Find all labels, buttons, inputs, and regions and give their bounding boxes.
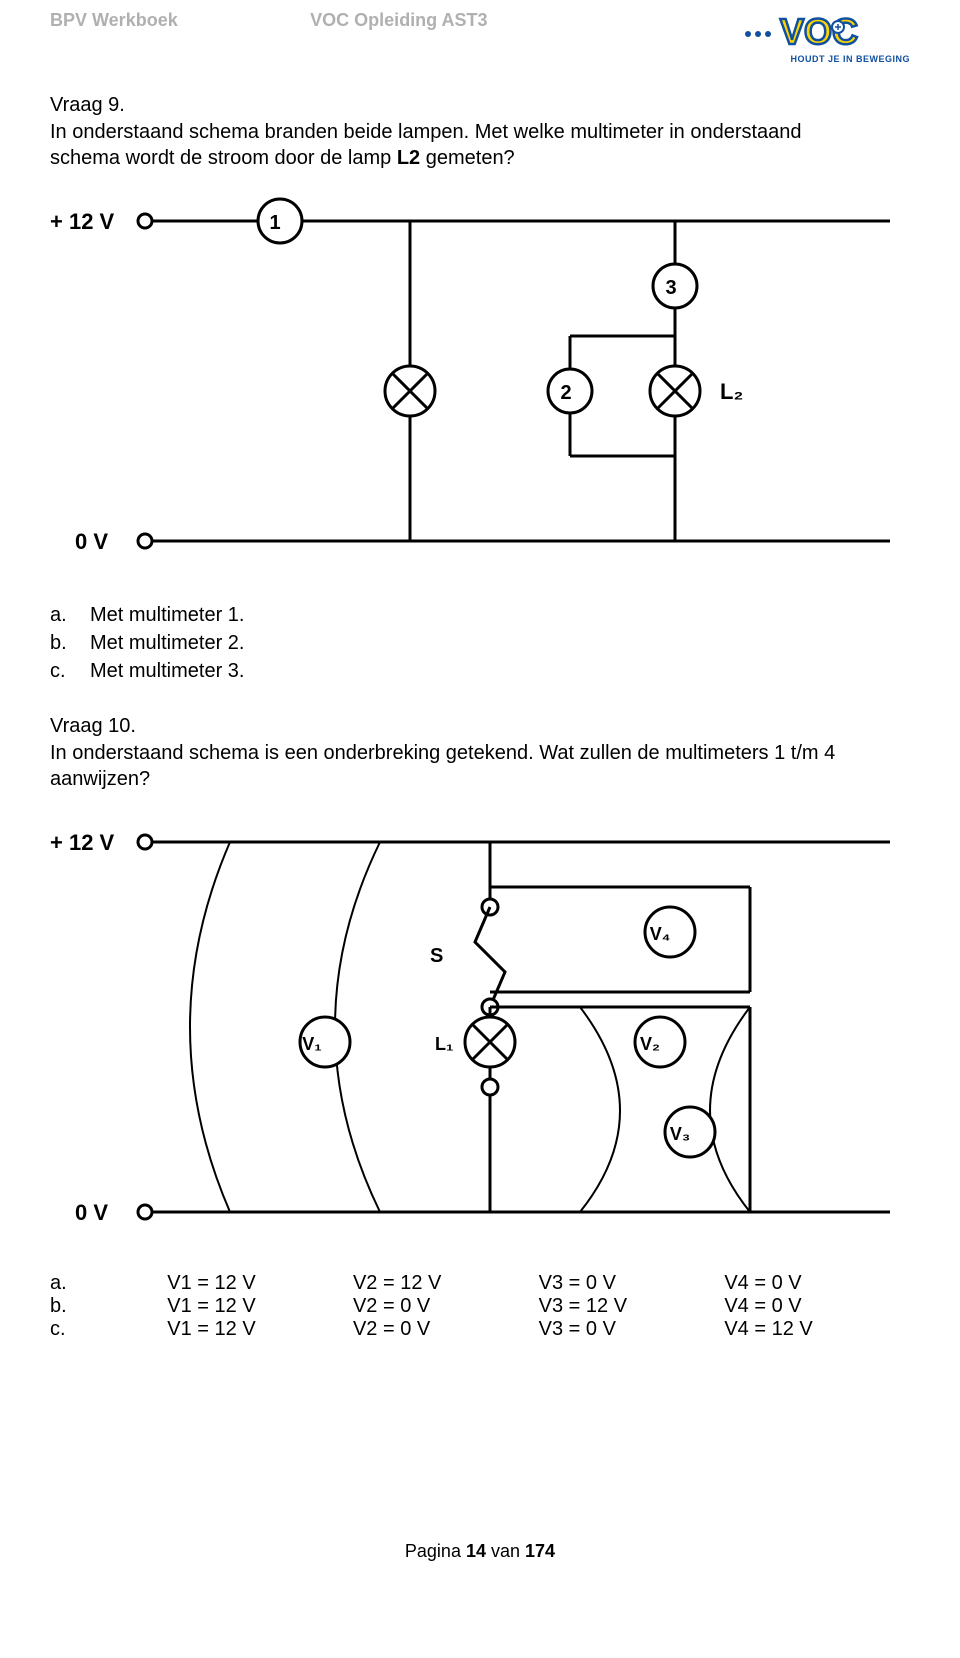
q9-answers: a.Met multimeter 1. b.Met multimeter 2. … xyxy=(50,601,910,685)
q10-c-v1: V1 = 12 V xyxy=(167,1318,353,1341)
q9-node1: 1 xyxy=(269,212,280,234)
q10-v3: V₃ xyxy=(670,1124,690,1144)
q10-v1: V₁ xyxy=(302,1034,321,1054)
header-center: VOC Opleiding AST3 xyxy=(310,10,487,31)
q10-a-letter: a. xyxy=(50,1272,167,1295)
q9-l2: L₂ xyxy=(720,379,743,404)
logo: VOC HOUDT JE IN BEWEGING xyxy=(740,10,910,64)
q10-text: In onderstaand schema is een onderbrekin… xyxy=(50,740,910,792)
voc-logo-icon: VOC xyxy=(740,10,910,52)
q10-c-letter: c. xyxy=(50,1318,167,1341)
q9-line2-post: gemeten? xyxy=(420,147,515,169)
question-10: Vraag 10. In onderstaand schema is een o… xyxy=(50,715,910,792)
q10-c-v2: V2 = 0 V xyxy=(353,1318,539,1341)
q10-b-letter: b. xyxy=(50,1295,167,1318)
q10-title: Vraag 10. xyxy=(50,715,910,738)
q10-c-v4: V4 = 12 V xyxy=(724,1318,910,1341)
q9-line1: In onderstaand schema branden beide lamp… xyxy=(50,121,802,143)
q9-b-text: Met multimeter 2. xyxy=(90,629,244,657)
q10-line1: In onderstaand schema is een onderbrekin… xyxy=(50,742,835,764)
q10-a-v1: V1 = 12 V xyxy=(167,1272,353,1295)
q10-a-v4: V4 = 0 V xyxy=(724,1272,910,1295)
page-header: BPV Werkboek VOC Opleiding AST3 VOC HOUD… xyxy=(50,10,910,64)
q10-v2: V₂ xyxy=(640,1034,660,1054)
footer-mid: van xyxy=(486,1541,525,1561)
q10-b-v4: V4 = 0 V xyxy=(724,1295,910,1318)
q9-line2-pre: schema wordt de stroom door de lamp xyxy=(50,147,397,169)
q10-bottom-label: 0 V xyxy=(75,1200,108,1225)
q9-c-letter: c. xyxy=(50,657,90,685)
q9-b-letter: b. xyxy=(50,629,90,657)
q10-b-v2: V2 = 0 V xyxy=(353,1295,539,1318)
q9-l2-bold: L2 xyxy=(397,147,420,169)
q10-c-v3: V3 = 0 V xyxy=(539,1318,725,1341)
q10-line2: aanwijzen? xyxy=(50,768,150,790)
q9-c-text: Met multimeter 3. xyxy=(90,657,244,685)
q10-l1: L₁ xyxy=(435,1034,453,1054)
q10-a-v3: V3 = 0 V xyxy=(539,1272,725,1295)
q9-title: Vraag 9. xyxy=(50,94,910,117)
footer-page: 14 xyxy=(466,1541,486,1561)
q9-text: In onderstaand schema branden beide lamp… xyxy=(50,119,910,171)
q9-top-label: + 12 V xyxy=(50,209,115,234)
question-9: Vraag 9. In onderstaand schema branden b… xyxy=(50,94,910,171)
header-left: BPV Werkboek xyxy=(50,10,178,31)
q10-answers: a. V1 = 12 V V2 = 12 V V3 = 0 V V4 = 0 V… xyxy=(50,1272,910,1341)
page-footer: Pagina 14 van 174 xyxy=(50,1541,910,1562)
logo-tagline: HOUDT JE IN BEWEGING xyxy=(740,54,910,64)
q9-diagram: + 12 V 0 V 1 2 3 L₂ xyxy=(50,191,910,576)
q10-v4: V₄ xyxy=(650,924,671,944)
svg-text:VOC: VOC xyxy=(780,11,858,52)
footer-total: 174 xyxy=(525,1541,555,1561)
q10-top-label: + 12 V xyxy=(50,830,115,855)
q9-node3: 3 xyxy=(665,277,676,299)
q10-a-v2: V2 = 12 V xyxy=(353,1272,539,1295)
q9-node2: 2 xyxy=(560,382,571,404)
q9-a-text: Met multimeter 1. xyxy=(90,601,244,629)
footer-pre: Pagina xyxy=(405,1541,466,1561)
q10-s: S xyxy=(430,945,443,967)
q9-a-letter: a. xyxy=(50,601,90,629)
q10-b-v3: V3 = 12 V xyxy=(539,1295,725,1318)
q10-b-v1: V1 = 12 V xyxy=(167,1295,353,1318)
q10-diagram: + 12 V 0 V S L₁ V₁ V₂ V₃ V₄ xyxy=(50,812,910,1247)
q9-bottom-label: 0 V xyxy=(75,529,108,554)
